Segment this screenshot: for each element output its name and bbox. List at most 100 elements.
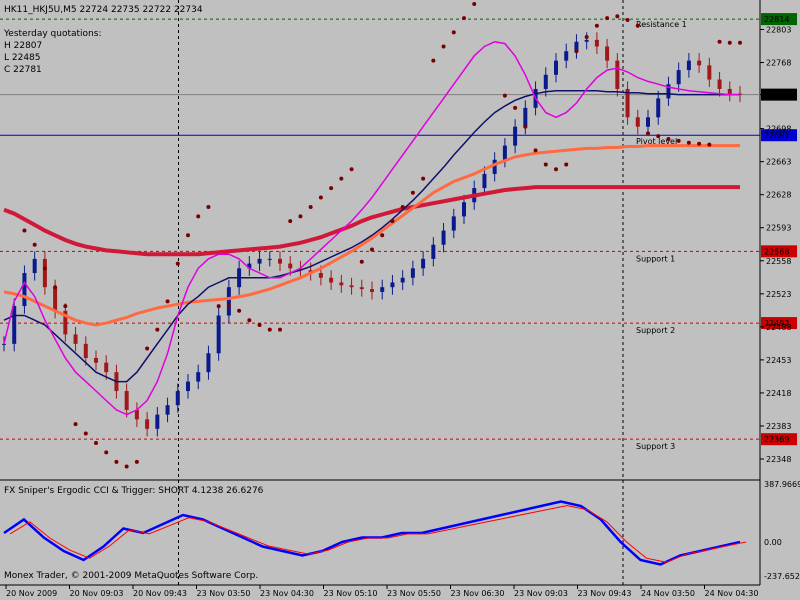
cci-axis: 387.9669 0.00 -237.6521 — [764, 480, 800, 581]
sar-dot — [298, 214, 303, 219]
candle-body — [53, 287, 58, 311]
price-axis: 22803 22768 22734 22698 22663 22628 22593 22558… — [760, 25, 791, 464]
sar-dot — [502, 93, 507, 98]
y-tick-label: 22558 — [766, 257, 791, 266]
y-tick-label: 22698 — [766, 125, 791, 134]
y-tick-label: 22523 — [766, 290, 791, 299]
sar-dot — [625, 18, 630, 23]
sar-dot — [32, 242, 37, 247]
copyright-text: Monex Trader, © 2001-2009 MetaQuotes Sof… — [4, 571, 258, 581]
sar-dot — [584, 35, 589, 40]
cci-tick-label: -237.6521 — [764, 572, 800, 581]
ma-long-line — [3, 185, 740, 257]
x-tick-label: 23 Nov 05:10 — [324, 589, 378, 598]
ma-slow-line — [3, 144, 740, 327]
sar-dot — [451, 30, 456, 35]
candle-body — [104, 362, 109, 373]
sar-dot — [656, 134, 661, 139]
candle-body — [502, 145, 507, 160]
candle-body — [656, 98, 661, 118]
y-tick-label: 22348 — [766, 455, 791, 464]
candle-body — [410, 268, 415, 278]
sar-dot — [339, 176, 344, 181]
candle-body — [666, 84, 671, 99]
x-tick-label: 20 Nov 09:03 — [70, 589, 124, 598]
level-label: Support 2 — [636, 326, 675, 335]
candle-body — [594, 39, 599, 47]
candle-body — [175, 391, 180, 406]
candle-body — [349, 285, 354, 288]
sar-dot — [196, 214, 201, 219]
sar-dot — [738, 40, 742, 45]
x-tick-label: 24 Nov 03:50 — [641, 589, 695, 598]
cci-line — [3, 500, 741, 566]
candle-body — [12, 306, 17, 344]
x-tick-label: 23 Nov 09:03 — [514, 589, 568, 598]
candle-body — [32, 258, 37, 274]
trigger-line — [9, 505, 747, 563]
level-price-box — [761, 317, 797, 330]
sar-dot — [267, 327, 272, 332]
sar-dot — [554, 167, 558, 172]
sar-dot — [666, 136, 671, 141]
candle-body — [298, 268, 303, 271]
sar-dot — [175, 261, 180, 266]
sar-dot — [370, 247, 374, 252]
vertical-gridlines — [178, 0, 624, 585]
sar-dot — [206, 204, 211, 209]
sar-dot — [697, 141, 702, 146]
candle-body — [165, 405, 170, 415]
sar-dot — [707, 142, 712, 147]
x-tick-label: 23 Nov 09:43 — [578, 589, 632, 598]
indicator-title: FX Sniper's Ergodic CCI & Trigger: SHORT… — [4, 486, 264, 496]
sar-dot — [104, 450, 109, 455]
level-price-label: 22691 — [764, 131, 789, 140]
candle-body — [615, 60, 620, 89]
sar-dot — [441, 44, 446, 49]
y-tick-label: 22734 — [766, 91, 791, 100]
candle-body — [574, 41, 579, 52]
candle-body — [73, 334, 78, 344]
level-price-label: 22492 — [764, 319, 789, 328]
sar-dot — [288, 219, 293, 224]
candle-body — [564, 51, 569, 61]
y-tick-label: 22628 — [766, 191, 791, 200]
sar-dot — [349, 167, 354, 172]
y-tick-label: 22488 — [766, 323, 791, 332]
level-label: Pivot level — [636, 137, 677, 146]
candle-body — [400, 277, 405, 283]
candle-body — [42, 258, 47, 288]
level-label: Support 1 — [636, 254, 675, 263]
candle-body — [63, 310, 68, 335]
cci-indicator — [3, 500, 747, 566]
candle-body — [421, 258, 426, 269]
sar-dot — [359, 259, 364, 264]
sar-dot — [564, 162, 569, 167]
yesterday-low: L 22485 — [4, 53, 41, 63]
y-tick-label: 22593 — [766, 224, 791, 233]
candle-body — [278, 258, 282, 264]
candle-body — [94, 358, 98, 363]
x-tick-label: 23 Nov 03:50 — [197, 589, 251, 598]
sar-dot — [165, 299, 170, 304]
candle-body — [206, 353, 211, 373]
candle-body — [554, 60, 558, 75]
yesterday-high: H 22807 — [4, 41, 42, 51]
level-label: Support 3 — [636, 442, 675, 451]
candle-body — [145, 419, 150, 429]
sar-dot — [431, 58, 436, 63]
sar-dot — [308, 204, 313, 209]
candle-body — [134, 409, 139, 420]
candle-body — [267, 258, 272, 260]
candle-body — [451, 216, 456, 231]
sar-dot — [73, 422, 78, 427]
ma-mid-line — [3, 90, 740, 383]
level-price-label: 22369 — [764, 435, 789, 444]
x-tick-label: 23 Nov 04:30 — [260, 589, 314, 598]
level-price-box — [761, 433, 797, 446]
sar-dot — [94, 440, 98, 445]
sar-dot — [53, 285, 58, 290]
sar-dot — [114, 459, 119, 464]
sar-dot — [421, 176, 426, 181]
